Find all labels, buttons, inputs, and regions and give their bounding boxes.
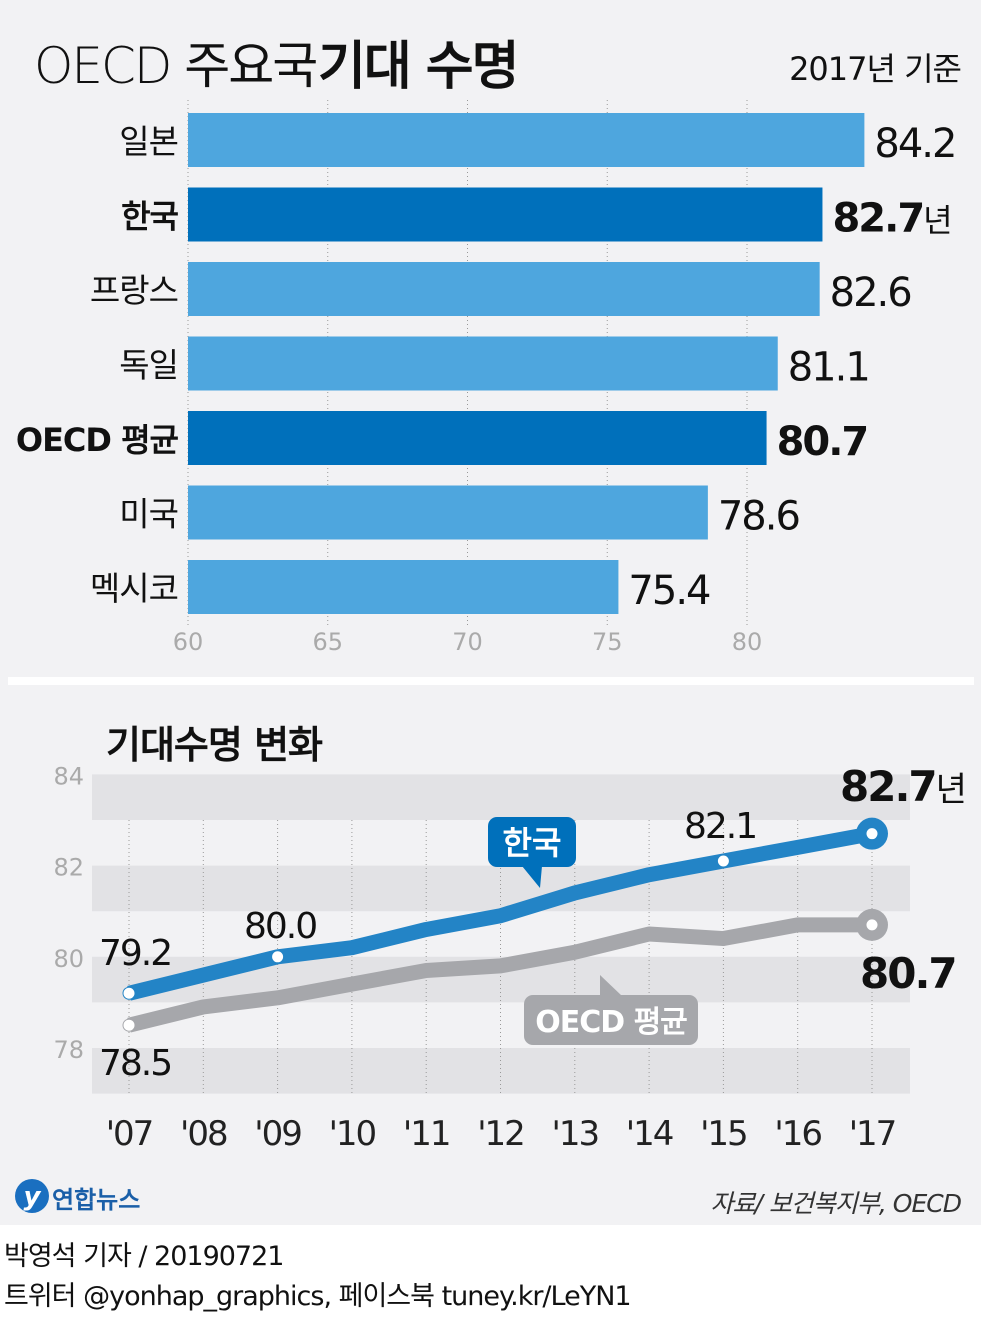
subtitle: 2017년 기준 <box>789 50 962 88</box>
x-tick-label: 75 <box>592 628 623 656</box>
bar <box>188 485 708 540</box>
bar <box>188 113 865 167</box>
unit-label: 년 <box>923 202 950 240</box>
x-tick-label: 80 <box>732 628 763 656</box>
value-label: 81.1 <box>788 345 869 391</box>
x-tick-label: 65 <box>312 628 343 656</box>
credit-line2: 트위터 @yonhap_graphics, 페이스북 tuney.kr/LeYN… <box>4 1281 632 1312</box>
category-label: 프랑스 <box>90 271 178 310</box>
value-label: 82.7년 <box>832 196 950 242</box>
category-label: 독일 <box>119 346 178 385</box>
category-label: 미국 <box>119 495 178 534</box>
credit-line1: 박영석 기자 / 20190721 <box>4 1241 284 1272</box>
bar <box>188 336 778 391</box>
bar <box>188 560 619 614</box>
category-label: OECD 평균 <box>16 421 179 459</box>
value-label: 84.2 <box>874 121 955 167</box>
x-tick-label: 60 <box>173 628 204 656</box>
svg-text:y: y <box>24 1182 42 1212</box>
category-label: 멕시코 <box>90 569 178 608</box>
yonhap-logo-icon: y <box>15 1179 49 1213</box>
logo: y 연합뉴스 <box>12 1176 140 1220</box>
divider <box>8 677 974 685</box>
title-bold: 기대 수명 <box>318 37 519 97</box>
value-label: 75.4 <box>628 568 710 614</box>
bar <box>188 262 820 316</box>
source: 자료/ 보건복지부, OECD <box>710 1189 962 1218</box>
line-chart-title: 기대수명 변화 <box>106 723 323 767</box>
title-light: OECD 주요국 <box>34 37 318 95</box>
value-label: 82.6 <box>830 270 911 316</box>
bar <box>188 187 823 242</box>
logo-text: 연합뉴스 <box>52 1186 141 1214</box>
value-label: 80.7 <box>777 419 868 465</box>
value-label: 78.6 <box>718 494 799 540</box>
x-tick-label: 70 <box>452 628 483 656</box>
bar <box>188 411 767 465</box>
category-label: 일본 <box>119 122 178 161</box>
category-label: 한국 <box>121 198 178 236</box>
